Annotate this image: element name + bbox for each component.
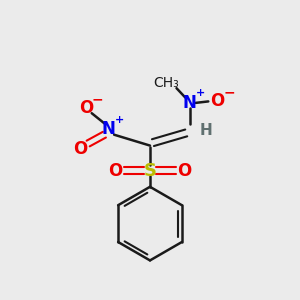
Text: H: H — [200, 123, 212, 138]
Text: CH₃: CH₃ — [153, 76, 179, 90]
Text: S: S — [143, 162, 157, 180]
Text: O: O — [108, 162, 122, 180]
Text: N: N — [102, 120, 116, 138]
Text: +: + — [115, 115, 124, 125]
Text: −: − — [223, 85, 235, 99]
Text: N: N — [183, 94, 197, 112]
Text: +: + — [196, 88, 206, 98]
Text: O: O — [79, 99, 93, 117]
Text: O: O — [73, 140, 87, 158]
Text: O: O — [210, 92, 224, 110]
Text: −: − — [92, 92, 103, 106]
Text: O: O — [178, 162, 192, 180]
